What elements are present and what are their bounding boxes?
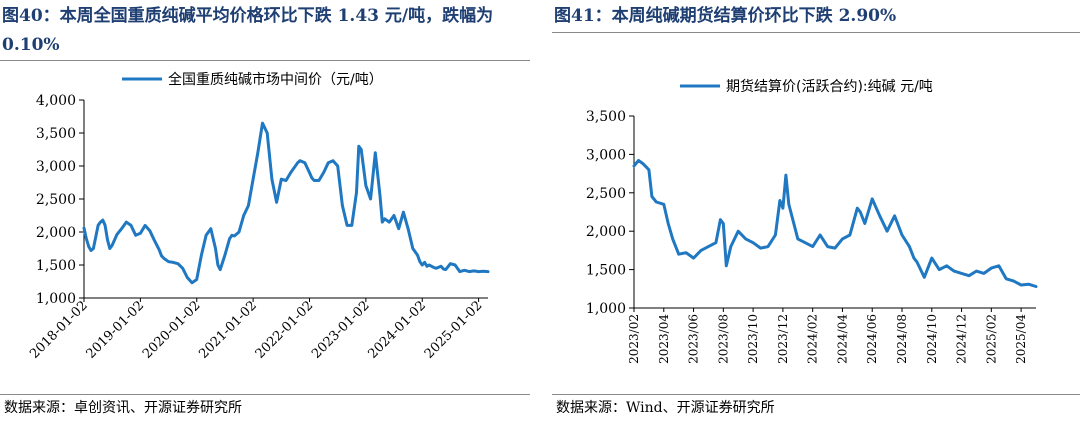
y-tick-label: 1,500	[586, 263, 626, 279]
y-tick-label: 3,500	[36, 126, 76, 142]
y-tick-label: 3,000	[36, 159, 76, 175]
chart-area: 1,000 1,500 2,000 2,500 3,000 3,500 4,000 2018-…	[0, 62, 530, 392]
y-tick-label: 2,000	[36, 225, 76, 241]
y-tick-label: 3,500	[586, 109, 626, 125]
bottom-rule	[0, 394, 530, 395]
line-chart: 1,000 1,500 2,000 2,500 3,000 3,500 4,000 2018-…	[27, 71, 490, 362]
line-chart: 1,000 1,500 2,000 2,500 3,000 3,500 2023/02 202…	[586, 78, 1038, 364]
x-tick-label: 2024/04	[835, 314, 849, 364]
source-note: 数据来源：卓创资讯、开源证券研究所	[4, 400, 242, 416]
x-tick-label: 2023/06	[687, 314, 701, 364]
x-tick-label: 2019-01-02	[84, 298, 148, 362]
series-line	[82, 121, 490, 285]
y-tick-label: 2,000	[586, 224, 626, 240]
legend-label: 期货结算价(活跃合约):纯碱 元/吨	[726, 78, 933, 95]
y-tick-label: 2,500	[586, 186, 626, 202]
x-tick-label: 2025/02	[984, 314, 998, 364]
x-tick-label: 2023-01-02	[309, 298, 373, 362]
x-tick-label: 2018-01-02	[27, 298, 91, 362]
y-tick-label: 1,000	[586, 301, 626, 317]
top-rule	[552, 32, 1080, 33]
y-tick-label: 3,000	[586, 147, 626, 163]
x-tick-label: 2023/02	[627, 314, 641, 364]
chart-panel-right: 图41：本周纯碱期货结算价环比下跌 2.90% 1,000 1,500 2,000 2…	[552, 0, 1080, 426]
chart-area: 1,000 1,500 2,000 2,500 3,000 3,500 2023/02 202…	[552, 34, 1080, 392]
x-tick-label: 2024/10	[925, 314, 939, 364]
top-rule	[0, 60, 530, 61]
x-tick-label: 2023/04	[657, 314, 671, 364]
x-tick-label: 2024/12	[955, 314, 969, 364]
x-tick-label: 2020-01-02	[140, 298, 204, 362]
figure-title: 图41：本周纯碱期货结算价环比下跌 2.90%	[554, 6, 897, 26]
x-tick-label: 2024/06	[865, 314, 879, 364]
x-tick-label: 2025/04	[1014, 314, 1028, 364]
y-tick-label: 1,000	[36, 291, 76, 307]
x-tick-label: 2021-01-02	[196, 298, 260, 362]
x-tick-label: 2023/12	[776, 314, 790, 364]
x-tick-label: 2024/02	[806, 314, 820, 364]
series-line	[632, 159, 1038, 288]
figure-title: 图40：本周全国重质纯碱平均价格环比下跌 1.43 元/吨，跌幅为 0.10%	[2, 6, 494, 55]
bottom-rule	[552, 394, 1080, 395]
chart-panel-left: 图40：本周全国重质纯碱平均价格环比下跌 1.43 元/吨，跌幅为 0.10% …	[0, 0, 530, 426]
x-tick-label: 2022-01-02	[253, 298, 317, 362]
x-tick-label: 2023/08	[716, 314, 730, 364]
x-tick-label: 2023/10	[746, 314, 760, 364]
legend-label: 全国重质纯碱市场中间价（元/吨）	[168, 71, 383, 88]
y-tick-label: 4,000	[36, 93, 76, 109]
x-tick-label: 2024/08	[895, 314, 909, 364]
x-tick-label: 2024-01-02	[365, 298, 429, 362]
y-tick-label: 2,500	[36, 192, 76, 208]
source-note: 数据来源：Wind、开源证券研究所	[556, 400, 775, 416]
x-tick-label: 2025-01-02	[422, 298, 486, 362]
y-tick-label: 1,500	[36, 258, 76, 274]
